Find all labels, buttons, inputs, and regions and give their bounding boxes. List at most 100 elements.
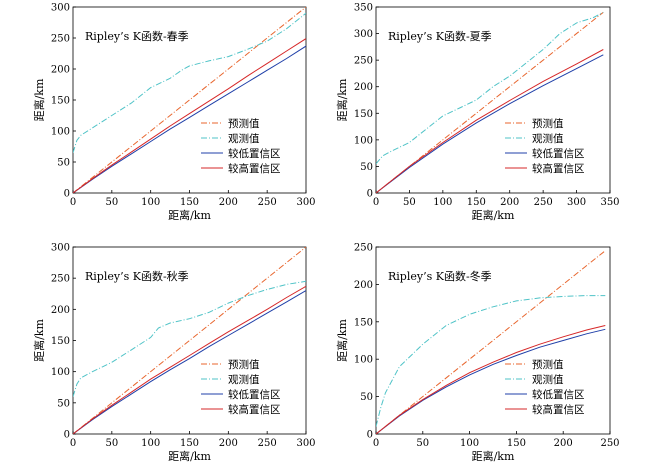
x-tick-label: 50 [416, 438, 429, 449]
y-tick-label: 100 [354, 355, 373, 366]
y-tick-label: 100 [51, 367, 70, 378]
series-line-3 [376, 328, 606, 434]
chart-title: Ripley’s K函数-秋季 [85, 269, 189, 283]
x-axis-label: 距离/km [472, 208, 515, 222]
y-tick-label: 100 [51, 127, 70, 138]
chart-title: Ripley’s K函数-冬季 [388, 269, 492, 283]
legend-label-4: 较高置信区 [532, 403, 585, 416]
series-line-2 [376, 11, 604, 165]
y-axis-label: 距离/km [32, 78, 46, 121]
chart-panel-4: 0 50 100 150 200 250 0 50 100 150 200 250 距离/km 距离/km… [335, 243, 620, 464]
x-tick-label: 200 [500, 197, 519, 208]
y-tick-label: 50 [57, 398, 70, 409]
y-tick-label: 300 [354, 29, 373, 40]
y-tick-label: 150 [51, 96, 70, 107]
series-line-3 [73, 45, 306, 193]
y-tick-label: 250 [51, 34, 70, 45]
x-tick-label: 250 [258, 438, 277, 449]
legend-label-3: 较低置信区 [532, 147, 585, 160]
x-tick-label: 200 [219, 438, 238, 449]
series-line-4 [73, 285, 306, 434]
series-line-2 [73, 12, 306, 153]
x-tick-label: 50 [105, 197, 118, 208]
chart-title: Ripley’s K函数-春季 [85, 30, 189, 43]
y-tick-label: 200 [51, 65, 70, 76]
x-tick-label: 100 [141, 438, 160, 449]
y-tick-label: 100 [354, 135, 373, 146]
series-line-3 [376, 54, 604, 193]
legend-label-2: 观测值 [228, 132, 260, 145]
legend-label-1: 预测值 [228, 358, 260, 371]
y-tick-label: 150 [354, 109, 373, 120]
x-tick-label: 250 [258, 197, 277, 208]
series-line-2 [376, 295, 606, 427]
y-tick-label: 50 [360, 162, 373, 173]
y-tick-label: 0 [64, 189, 70, 200]
x-tick-label: 250 [600, 438, 619, 449]
legend-label-4: 较高置信区 [228, 162, 281, 175]
x-tick-label: 0 [373, 197, 379, 208]
legend-label-1: 预测值 [228, 117, 260, 130]
series-line-1 [73, 7, 306, 193]
x-tick-label: 50 [403, 197, 416, 208]
x-tick-label: 0 [373, 438, 379, 449]
y-tick-label: 200 [354, 280, 373, 291]
chart-panel-3: 0 50 100 150 200 250 300 0 50 100 150 200 250 300 距离/k… [32, 243, 316, 464]
series-line-4 [376, 325, 606, 434]
y-tick-label: 50 [360, 392, 373, 403]
chart-panel-1: 0 50 100 150 200 250 300 0 50 100 150 200 250 300 距离/k… [32, 3, 316, 223]
x-tick-label: 50 [105, 438, 118, 449]
y-axis-label: 距离/km [335, 78, 349, 121]
y-tick-label: 300 [51, 243, 70, 254]
chart-panel-2: 0 50 100 150 200 250 300 350 0 50 100 150 200 250 300 3… [335, 3, 620, 223]
y-tick-label: 250 [354, 243, 373, 254]
legend-label-3: 较低置信区 [228, 388, 281, 401]
x-tick-label: 150 [180, 197, 199, 208]
legend-label-1: 预测值 [532, 117, 564, 130]
y-tick-label: 250 [354, 56, 373, 67]
x-tick-label: 100 [460, 438, 479, 449]
series-line-1 [73, 247, 306, 434]
legend-label-4: 较高置信区 [532, 162, 585, 175]
y-tick-label: 150 [354, 317, 373, 328]
legend-label-2: 观测值 [228, 373, 260, 386]
legend-label-3: 较低置信区 [532, 388, 585, 401]
series-line-4 [73, 38, 306, 193]
plot-frame [375, 6, 611, 194]
y-tick-label: 200 [51, 305, 70, 316]
legend-label-3: 较低置信区 [228, 147, 281, 160]
y-axis-label: 距离/km [335, 319, 349, 362]
x-tick-label: 0 [70, 197, 76, 208]
x-tick-label: 200 [554, 438, 573, 449]
x-tick-label: 200 [219, 197, 238, 208]
y-tick-label: 200 [354, 82, 373, 93]
legend-label-4: 较高置信区 [228, 403, 281, 416]
series-line-4 [376, 49, 604, 193]
x-axis-label: 距离/km [168, 208, 211, 222]
plot-frame [375, 246, 611, 435]
y-tick-label: 150 [51, 336, 70, 347]
x-tick-label: 150 [507, 438, 526, 449]
y-tick-label: 50 [57, 158, 70, 169]
legend-label-1: 预测值 [532, 358, 564, 371]
y-tick-label: 250 [51, 274, 70, 285]
x-tick-label: 300 [296, 438, 315, 449]
x-tick-label: 0 [70, 438, 76, 449]
y-tick-label: 0 [367, 189, 373, 200]
x-tick-label: 150 [180, 438, 199, 449]
x-tick-label: 350 [600, 197, 619, 208]
y-tick-label: 350 [354, 3, 373, 14]
x-tick-label: 150 [467, 197, 486, 208]
x-tick-label: 100 [141, 197, 160, 208]
x-axis-label: 距离/km [472, 449, 515, 463]
x-tick-label: 300 [567, 197, 586, 208]
y-tick-label: 0 [64, 430, 70, 441]
legend-label-2: 观测值 [532, 132, 564, 145]
y-axis-label: 距离/km [32, 319, 46, 362]
y-tick-label: 0 [367, 430, 373, 441]
x-axis-label: 距离/km [168, 449, 211, 463]
x-tick-label: 100 [433, 197, 452, 208]
legend-label-2: 观测值 [532, 373, 564, 386]
series-line-3 [73, 290, 306, 434]
